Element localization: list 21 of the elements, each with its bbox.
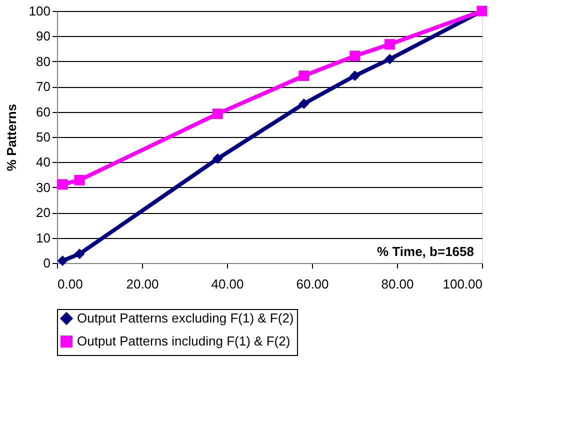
legend-label: Output Patterns excluding F(1) & F(2) xyxy=(77,310,294,326)
x-tick-label: 80.00 xyxy=(381,276,414,292)
x-tick-label: 0.00 xyxy=(58,276,83,292)
y-tick-label: 100 xyxy=(28,4,50,18)
y-tick-label: 20 xyxy=(36,205,50,220)
y-tick-label: 0 xyxy=(43,256,50,270)
y-tick-label: 70 xyxy=(36,79,50,94)
y-tick-label: 40 xyxy=(36,154,50,170)
y-tick-label: 30 xyxy=(36,180,50,195)
y-axis-title: % Patterns xyxy=(4,104,19,172)
x-tick-label: 100.00 xyxy=(442,276,482,292)
y-tick-label: 60 xyxy=(36,104,50,120)
y-tick-label: 50 xyxy=(36,130,50,144)
y-tick-label: 80 xyxy=(36,54,50,69)
y-tick-label: 10 xyxy=(36,230,50,246)
x-tick-label: 60.00 xyxy=(296,276,329,292)
x-tick-label: 40.00 xyxy=(211,276,244,292)
x-tick-label: 20.00 xyxy=(126,276,159,292)
legend-label: Output Patterns including F(1) & F(2) xyxy=(77,334,290,348)
y-tick-label: 90 xyxy=(36,28,50,44)
x-axis-title: % Time, b=1658 xyxy=(377,244,474,259)
